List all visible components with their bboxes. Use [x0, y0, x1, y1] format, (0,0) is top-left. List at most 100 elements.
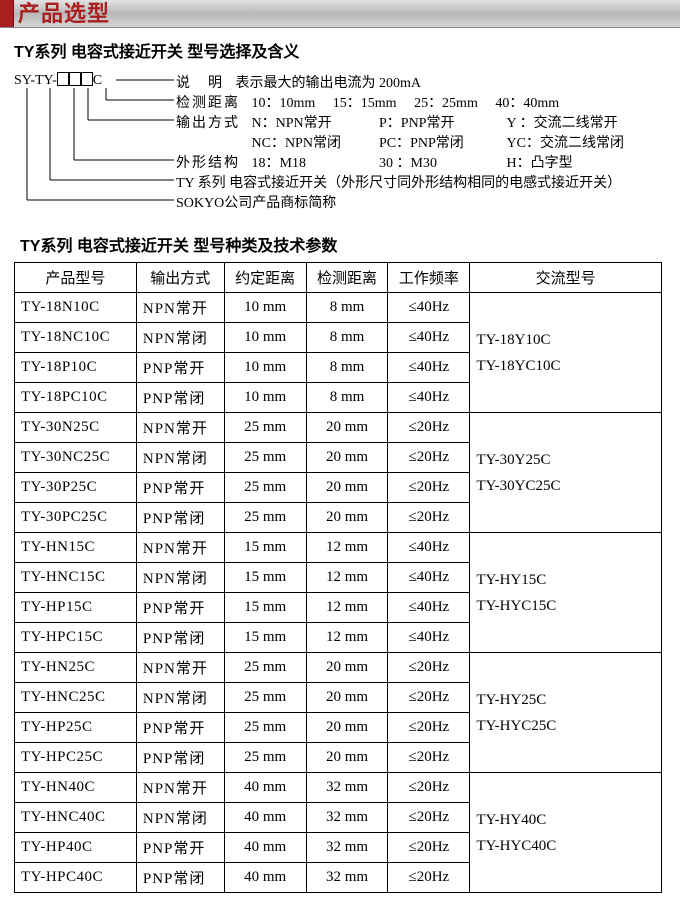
cell-out: NPN常闭 [136, 563, 224, 593]
table-row: TY-30N25CNPN常开25 mm20 mm≤20HzTY-30Y25CTY… [15, 413, 662, 443]
legend-desc: SOKYO公司产品商标简称 [176, 192, 336, 212]
legend-row-output: 输出方式 N：NPN常开 P：PNP常开 Y ：交流二线常开 [176, 112, 632, 132]
legend-opt: 15：15mm [333, 92, 397, 112]
cell-freq: ≤20Hz [388, 653, 470, 683]
cell-model: TY-HP40C [15, 833, 137, 863]
legend-opt: 25：25mm [414, 92, 478, 112]
legend-row-detect-dist: 检测距离 10：10mm 15：15mm 25：25mm 40：40mm [176, 92, 573, 112]
cell-out: PNP常闭 [136, 743, 224, 773]
cell-freq: ≤20Hz [388, 683, 470, 713]
legend-desc: 表示最大的输出电流为 200mA [236, 72, 422, 92]
cell-dist: 20 mm [306, 713, 388, 743]
legend-label: 输出方式 [176, 112, 240, 132]
spec-table-section: TY系列 电容式接近开关 型号种类及技术参数 产品型号 输出方式 约定距离 检测… [0, 232, 680, 907]
cell-freq: ≤40Hz [388, 563, 470, 593]
cell-dist: 40 mm [224, 833, 306, 863]
cell-out: PNP常闭 [136, 383, 224, 413]
cell-freq: ≤40Hz [388, 353, 470, 383]
cell-freq: ≤40Hz [388, 533, 470, 563]
cell-dist: 25 mm [224, 413, 306, 443]
cell-freq: ≤20Hz [388, 413, 470, 443]
cell-dist: 20 mm [306, 473, 388, 503]
cell-freq: ≤20Hz [388, 443, 470, 473]
col-output: 输出方式 [136, 263, 224, 293]
cell-dist: 8 mm [306, 353, 388, 383]
legend-opt: 18：M18 [252, 152, 362, 172]
cell-model: TY-18N10C [15, 293, 137, 323]
cell-dist: 12 mm [306, 533, 388, 563]
cell-dist: 8 mm [306, 383, 388, 413]
legend-opt: 10：10mm [252, 92, 316, 112]
cell-out: NPN常开 [136, 653, 224, 683]
cell-out: PNP常开 [136, 353, 224, 383]
cell-model: TY-HN25C [15, 653, 137, 683]
col-model: 产品型号 [15, 263, 137, 293]
legend-desc: NC：NPN常闭 PC：PNP常闭 YC：交流二线常闭 [252, 132, 638, 152]
cell-freq: ≤40Hz [388, 383, 470, 413]
cell-out: NPN常开 [136, 413, 224, 443]
cell-out: NPN常闭 [136, 683, 224, 713]
cell-dist: 8 mm [306, 323, 388, 353]
table-row: TY-HN15CNPN常开15 mm12 mm≤40HzTY-HY15CTY-H… [15, 533, 662, 563]
cell-out: NPN常开 [136, 773, 224, 803]
legend-opt: Y ：交流二线常开 [507, 112, 618, 132]
legend-desc: 10：10mm 15：15mm 25：25mm 40：40mm [252, 92, 574, 112]
legend-row-series: TY 系列 电容式接近开关（外形尺寸同外形结构相同的电感式接近开关） [176, 172, 621, 192]
cell-model: TY-HPC15C [15, 623, 137, 653]
cell-ac-model: TY-HY40CTY-HYC40C [470, 773, 662, 893]
cell-out: PNP常闭 [136, 863, 224, 893]
cell-dist: 32 mm [306, 863, 388, 893]
cell-dist: 25 mm [224, 443, 306, 473]
header-accent [0, 0, 14, 27]
cell-freq: ≤20Hz [388, 833, 470, 863]
cell-model: TY-18NC10C [15, 323, 137, 353]
cell-dist: 32 mm [306, 773, 388, 803]
cell-dist: 25 mm [224, 473, 306, 503]
cell-dist: 25 mm [224, 743, 306, 773]
cell-dist: 40 mm [224, 803, 306, 833]
cell-freq: ≤20Hz [388, 743, 470, 773]
cell-out: PNP常闭 [136, 503, 224, 533]
section2-title: TY系列 电容式接近开关 型号种类及技术参数 [20, 232, 666, 256]
page-title: 产品选型 [18, 0, 110, 28]
cell-model: TY-HN15C [15, 533, 137, 563]
legend-opt: PC：PNP常闭 [379, 132, 489, 152]
cell-dist: 10 mm [224, 353, 306, 383]
cell-model: TY-HNC25C [15, 683, 137, 713]
cell-ac-model: TY-30Y25CTY-30YC25C [470, 413, 662, 533]
cell-model: TY-HP25C [15, 713, 137, 743]
cell-freq: ≤20Hz [388, 773, 470, 803]
cell-dist: 40 mm [224, 863, 306, 893]
cell-freq: ≤20Hz [388, 473, 470, 503]
cell-dist: 32 mm [306, 833, 388, 863]
table-row: TY-18N10CNPN常开10 mm8 mm≤40HzTY-18Y10CTY-… [15, 293, 662, 323]
legend-opt: 30 ：M30 [379, 152, 489, 172]
model-code-legend: SY-TY-C 说 明 表示最大的输出电流为 200mA 检测距离 10：10m… [14, 70, 666, 220]
cell-freq: ≤20Hz [388, 713, 470, 743]
table-row: TY-HN25CNPN常开25 mm20 mm≤20HzTY-HY25CTY-H… [15, 653, 662, 683]
cell-dist: 25 mm [224, 713, 306, 743]
cell-out: NPN常开 [136, 533, 224, 563]
cell-dist: 25 mm [224, 653, 306, 683]
cell-out: NPN常开 [136, 293, 224, 323]
legend-opt: 40：40mm [495, 92, 559, 112]
legend-row-shape: 外形结构 18：M18 30 ：M30 H：凸字型 [176, 152, 587, 172]
legend-bracket-lines [14, 70, 194, 220]
cell-freq: ≤20Hz [388, 803, 470, 833]
cell-dist: 20 mm [306, 413, 388, 443]
cell-freq: ≤20Hz [388, 503, 470, 533]
table-row: TY-HN40CNPN常开40 mm32 mm≤20HzTY-HY40CTY-H… [15, 773, 662, 803]
cell-dist: 15 mm [224, 623, 306, 653]
cell-out: PNP常开 [136, 833, 224, 863]
cell-model: TY-HNC15C [15, 563, 137, 593]
cell-out: NPN常闭 [136, 803, 224, 833]
cell-model: TY-HN40C [15, 773, 137, 803]
cell-out: PNP常开 [136, 713, 224, 743]
cell-out: PNP常闭 [136, 623, 224, 653]
cell-freq: ≤40Hz [388, 623, 470, 653]
cell-dist: 25 mm [224, 503, 306, 533]
spec-header-row: 产品型号 输出方式 约定距离 检测距离 工作频率 交流型号 [15, 263, 662, 293]
legend-opt: P：PNP常开 [379, 112, 489, 132]
cell-dist: 10 mm [224, 293, 306, 323]
legend-desc: TY 系列 电容式接近开关（外形尺寸同外形结构相同的电感式接近开关） [176, 172, 621, 192]
